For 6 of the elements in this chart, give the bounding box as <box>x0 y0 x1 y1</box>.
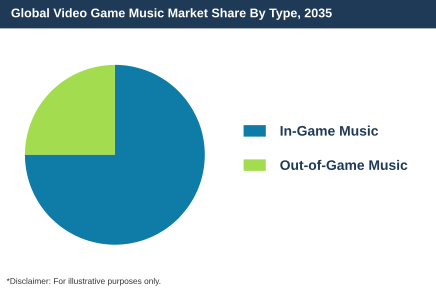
chart-title: Global Video Game Music Market Share By Type, 2035 <box>11 8 332 20</box>
legend-label: In-Game Music <box>280 126 378 136</box>
pie-slice <box>24 64 115 155</box>
pie-slice <box>24 64 205 245</box>
legend-label: Out-of-Game Music <box>280 160 408 170</box>
text: *Disclaimer: For illustrative purposes only. <box>6 278 160 286</box>
